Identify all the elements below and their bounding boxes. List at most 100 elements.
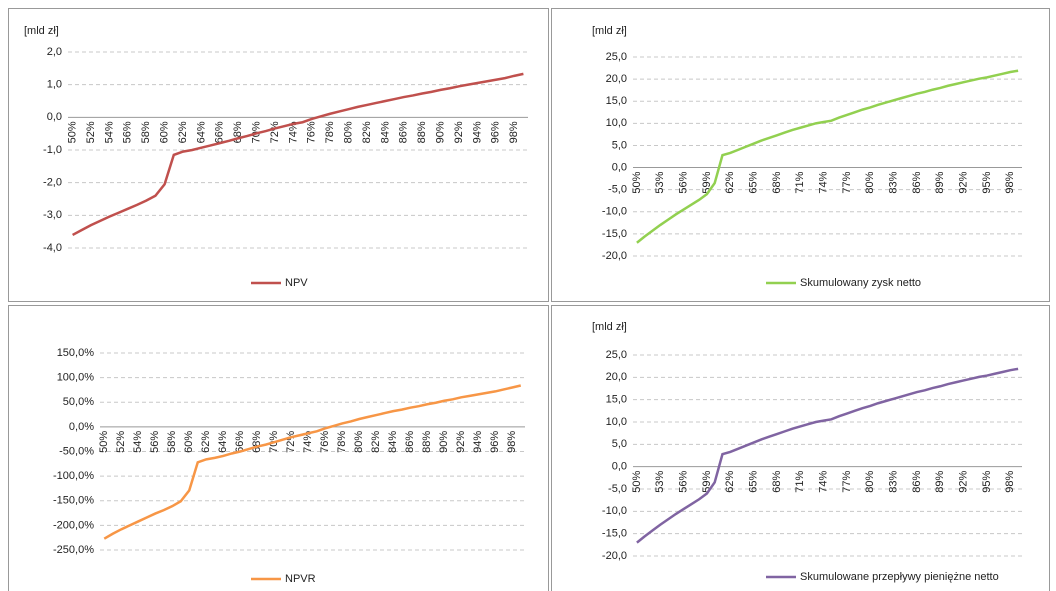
x-tick-label: 95%: [981, 171, 993, 193]
x-tick-label: 89%: [934, 470, 946, 492]
x-tick-label: 82%: [361, 121, 373, 143]
x-tick-label: 89%: [934, 171, 946, 193]
y-tick-label: 20,0: [606, 371, 627, 383]
y-tick-label: 25,0: [606, 349, 627, 361]
y-tick-label: -15,0: [602, 528, 627, 540]
x-tick-label: 80%: [353, 431, 365, 453]
x-tick-label: 74%: [818, 470, 830, 492]
legend-label: Skumulowane przepływy pieniężne netto: [800, 571, 999, 583]
x-tick-label: 86%: [404, 431, 416, 453]
x-tick-label: 72%: [269, 121, 281, 143]
x-tick-label: 60%: [183, 431, 195, 453]
y-tick-label: -20,0: [602, 550, 627, 562]
panel: [551, 305, 1050, 591]
x-tick-label: 84%: [379, 121, 391, 143]
x-tick-label: 76%: [319, 431, 331, 453]
x-tick-label: 64%: [195, 121, 207, 143]
x-tick-label: 96%: [490, 121, 502, 143]
x-tick-label: 68%: [251, 431, 263, 453]
x-tick-label: 71%: [794, 470, 806, 492]
y-tick-label: 0,0: [47, 111, 62, 123]
x-tick-label: 80%: [864, 470, 876, 492]
y-tick-label: -15,0: [602, 228, 627, 240]
y-tick-label: -1,0: [43, 144, 62, 156]
y-tick-label: -200,0%: [53, 519, 94, 531]
y-tick-label: 2,0: [47, 46, 62, 58]
x-tick-label: 94%: [472, 431, 484, 453]
x-tick-label: 74%: [818, 171, 830, 193]
x-tick-label: 95%: [981, 470, 993, 492]
x-tick-label: 56%: [122, 121, 134, 143]
x-tick-label: 50%: [631, 470, 643, 492]
y-tick-label: -5,0: [608, 483, 627, 495]
x-tick-label: 65%: [747, 171, 759, 193]
y-tick-label: -100,0%: [53, 470, 94, 482]
x-tick-label: 92%: [453, 121, 465, 143]
x-tick-label: 90%: [435, 121, 447, 143]
x-tick-label: 98%: [1004, 470, 1016, 492]
y-tick-label: -4,0: [43, 242, 62, 254]
x-tick-label: 62%: [177, 121, 189, 143]
y-tick-label: 5,0: [612, 139, 627, 151]
x-tick-label: 53%: [654, 470, 666, 492]
y-tick-label: -10,0: [602, 206, 627, 218]
x-tick-label: 80%: [343, 121, 355, 143]
x-tick-label: 86%: [911, 171, 923, 193]
x-tick-label: 83%: [888, 171, 900, 193]
y-tick-label: 20,0: [606, 73, 627, 85]
y-tick-label: -3,0: [43, 209, 62, 221]
x-tick-label: 56%: [677, 171, 689, 193]
x-tick-label: 58%: [166, 431, 178, 453]
x-tick-label: 53%: [654, 171, 666, 193]
y-tick-label: 0,0%: [69, 421, 94, 433]
x-tick-label: 96%: [489, 431, 501, 453]
x-tick-label: 52%: [115, 431, 127, 453]
x-tick-label: 65%: [747, 470, 759, 492]
x-tick-label: 86%: [398, 121, 410, 143]
x-tick-label: 98%: [508, 121, 520, 143]
x-tick-label: 92%: [958, 171, 970, 193]
y-tick-label: -50,0%: [59, 445, 94, 457]
x-tick-label: 58%: [140, 121, 152, 143]
x-tick-label: 56%: [677, 470, 689, 492]
y-tick-label: -250,0%: [53, 544, 94, 556]
y-axis-label: [mld zł]: [592, 321, 627, 333]
x-tick-label: 90%: [438, 431, 450, 453]
x-tick-label: 50%: [98, 431, 110, 453]
x-tick-label: 50%: [67, 121, 79, 143]
x-tick-label: 77%: [841, 470, 853, 492]
x-tick-label: 71%: [794, 171, 806, 193]
x-tick-label: 86%: [911, 470, 923, 492]
x-tick-label: 66%: [214, 121, 226, 143]
x-tick-label: 80%: [864, 171, 876, 193]
legend-label: NPVR: [285, 573, 316, 585]
x-tick-label: 68%: [771, 470, 783, 492]
y-axis-label: [mld zł]: [592, 25, 627, 37]
x-tick-label: 84%: [387, 431, 399, 453]
x-tick-label: 76%: [306, 121, 318, 143]
x-tick-label: 94%: [471, 121, 483, 143]
x-tick-label: 62%: [724, 470, 736, 492]
y-tick-label: -2,0: [43, 177, 62, 189]
y-tick-label: 15,0: [606, 95, 627, 107]
y-tick-label: 10,0: [606, 117, 627, 129]
y-tick-label: 50,0%: [63, 396, 94, 408]
y-tick-label: 1,0: [47, 79, 62, 91]
x-tick-label: 78%: [324, 121, 336, 143]
data-line: [103, 384, 522, 540]
y-tick-label: -5,0: [608, 184, 627, 196]
x-tick-label: 72%: [285, 431, 297, 453]
x-tick-label: 98%: [506, 431, 518, 453]
y-axis-label: [mld zł]: [24, 25, 59, 37]
y-tick-label: -20,0: [602, 250, 627, 262]
x-tick-label: 54%: [103, 121, 115, 143]
x-tick-label: 92%: [958, 470, 970, 492]
y-tick-label: 10,0: [606, 416, 627, 428]
y-tick-label: -10,0: [602, 505, 627, 517]
y-tick-label: 100,0%: [57, 372, 95, 384]
y-tick-label: -150,0%: [53, 495, 94, 507]
x-tick-label: 62%: [724, 171, 736, 193]
x-tick-label: 50%: [631, 171, 643, 193]
x-tick-label: 64%: [217, 431, 229, 453]
